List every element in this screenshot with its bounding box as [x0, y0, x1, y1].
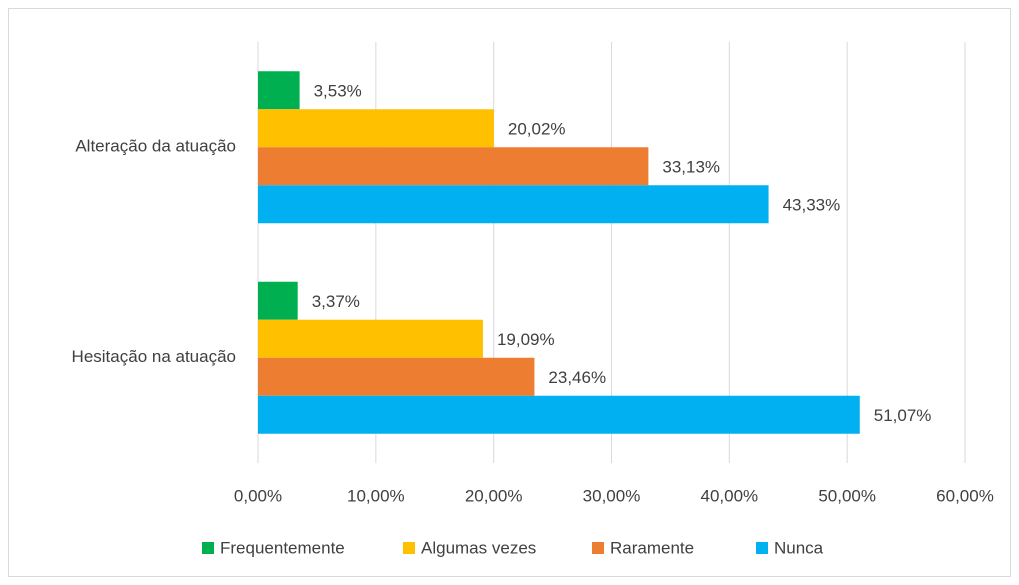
data-label: 51,07%: [874, 406, 932, 425]
bar: [258, 357, 535, 396]
legend-label: Nunca: [774, 538, 824, 557]
bar: [258, 281, 298, 320]
legend-swatch: [403, 542, 415, 554]
bar: [258, 185, 769, 224]
y-tick-label: Hesitação na atuação: [72, 347, 236, 366]
x-tick-label: 30,00%: [583, 486, 641, 505]
bar: [258, 109, 494, 148]
x-tick-label: 10,00%: [347, 486, 405, 505]
bar: [258, 71, 300, 110]
x-tick-label: 20,00%: [465, 486, 523, 505]
x-tick-label: 0,00%: [234, 486, 282, 505]
legend-label: Frequentemente: [220, 538, 345, 557]
data-label: 19,09%: [497, 330, 555, 349]
legend-label: Algumas vezes: [421, 538, 536, 557]
data-label: 33,13%: [662, 158, 720, 177]
legend-swatch: [592, 542, 604, 554]
data-label: 43,33%: [783, 196, 841, 215]
bar: [258, 147, 649, 186]
data-label: 3,37%: [312, 292, 360, 311]
x-tick-label: 60,00%: [936, 486, 994, 505]
chart-border: [8, 8, 1011, 577]
legend-label: Raramente: [610, 538, 694, 557]
legend-swatch: [756, 542, 768, 554]
bar: [258, 395, 860, 434]
bar: [258, 319, 483, 358]
x-tick-label: 40,00%: [700, 486, 758, 505]
legend-swatch: [202, 542, 214, 554]
data-label: 23,46%: [548, 368, 606, 387]
x-tick-label: 50,00%: [818, 486, 876, 505]
y-tick-label: Alteração da atuação: [75, 137, 236, 156]
data-label: 3,53%: [314, 82, 362, 101]
data-label: 20,02%: [508, 120, 566, 139]
